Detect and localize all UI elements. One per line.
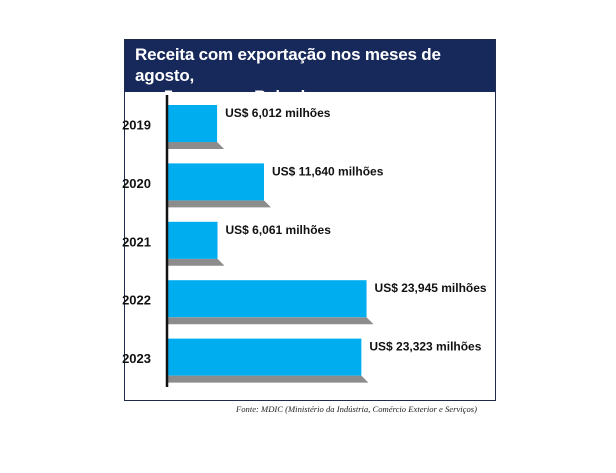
bar-shadow-2019: [167, 142, 225, 149]
bar-2022: [167, 280, 367, 318]
bar-shadow-2021: [167, 258, 225, 266]
value-label-2021: US$ 6,061 milhões: [226, 223, 332, 237]
bar-shadow-2020: [167, 200, 271, 208]
bar-2020: [167, 163, 264, 201]
value-label-2022: US$ 23,945 milhões: [375, 281, 487, 295]
source-note: Fonte: MDIC (Ministério da Indústria, Co…: [236, 404, 477, 414]
value-label-2019: US$ 6,012 milhões: [225, 106, 331, 120]
category-label-2021: 2021: [122, 234, 151, 249]
bar-2023: [167, 338, 362, 376]
category-label-2020: 2020: [122, 176, 151, 191]
bar-2021: [167, 221, 218, 259]
bar-shadow-2022: [167, 317, 374, 325]
category-label-2022: 2022: [122, 293, 151, 308]
bar-shadow-2023: [167, 375, 369, 383]
value-label-2020: US$ 11,640 milhões: [272, 164, 384, 178]
value-label-2023: US$ 23,323 milhões: [369, 340, 481, 354]
category-label-2019: 2019: [122, 118, 151, 133]
chart-header: Receita com exportação nos meses de agos…: [125, 40, 495, 106]
bar-2019: [167, 105, 218, 142]
category-label-2023: 2023: [122, 351, 151, 366]
chart-title-line-2: em 5 anos, em Bebedouro: [135, 87, 343, 106]
chart-title-line-1: Receita com exportação nos meses de agos…: [135, 45, 441, 85]
